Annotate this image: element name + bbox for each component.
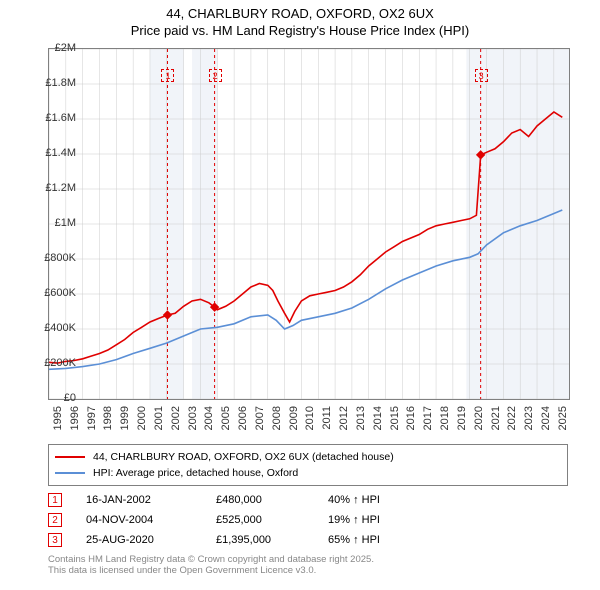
chart-svg	[49, 49, 569, 399]
x-axis-label: 2022	[506, 406, 518, 442]
legend-swatch	[55, 456, 85, 458]
y-axis-label: £1.4M	[30, 147, 76, 159]
footnote-pct: 40% ↑ HPI	[328, 494, 380, 506]
footnote-row: 2 04-NOV-2004 £525,000 19% ↑ HPI	[48, 510, 568, 530]
footnote-price: £525,000	[216, 514, 304, 526]
x-axis-label: 1997	[86, 406, 98, 442]
event-marker-1: 1	[161, 69, 174, 82]
x-axis-label: 2016	[405, 406, 417, 442]
footnote-price: £1,395,000	[216, 534, 304, 546]
footnote-row: 3 25-AUG-2020 £1,395,000 65% ↑ HPI	[48, 530, 568, 550]
x-axis-label: 1996	[69, 406, 81, 442]
copyright-line-1: Contains HM Land Registry data © Crown c…	[48, 554, 374, 565]
legend-item: 44, CHARLBURY ROAD, OXFORD, OX2 6UX (det…	[55, 449, 561, 465]
x-axis-label: 2010	[304, 406, 316, 442]
x-axis-label: 2019	[456, 406, 468, 442]
footnote-date: 25-AUG-2020	[86, 534, 192, 546]
y-axis-label: £1.6M	[30, 112, 76, 124]
legend-swatch	[55, 472, 85, 474]
footnote-date: 16-JAN-2002	[86, 494, 192, 506]
x-axis-label: 2006	[237, 406, 249, 442]
x-axis-label: 2001	[153, 406, 165, 442]
x-axis-label: 2011	[321, 406, 333, 442]
footnote-id-box: 1	[48, 493, 62, 507]
chart-container: { "title": { "line1": "44, CHARLBURY ROA…	[0, 0, 600, 590]
footnote-id-box: 3	[48, 533, 62, 547]
y-axis-label: £200K	[30, 357, 76, 369]
footnotes-table: 1 16-JAN-2002 £480,000 40% ↑ HPI 2 04-NOV-200…	[48, 490, 568, 550]
chart-title: 44, CHARLBURY ROAD, OXFORD, OX2 6UX Pric…	[0, 0, 600, 40]
x-axis-label: 2007	[254, 406, 266, 442]
y-axis-label: £1.8M	[30, 77, 76, 89]
x-axis-label: 2008	[271, 406, 283, 442]
legend-label: 44, CHARLBURY ROAD, OXFORD, OX2 6UX (det…	[93, 451, 394, 463]
x-axis-label: 2025	[557, 406, 569, 442]
x-axis-label: 2023	[523, 406, 535, 442]
y-axis-label: £0	[30, 392, 76, 404]
title-line-1: 44, CHARLBURY ROAD, OXFORD, OX2 6UX	[166, 6, 434, 21]
event-marker-2: 2	[209, 69, 222, 82]
x-axis-label: 2015	[389, 406, 401, 442]
footnote-price: £480,000	[216, 494, 304, 506]
title-line-2: Price paid vs. HM Land Registry's House …	[131, 23, 469, 38]
x-axis-label: 2003	[187, 406, 199, 442]
x-axis-label: 2017	[422, 406, 434, 442]
legend: 44, CHARLBURY ROAD, OXFORD, OX2 6UX (det…	[48, 444, 568, 486]
x-axis-label: 2002	[170, 406, 182, 442]
x-axis-label: 2005	[220, 406, 232, 442]
x-axis-label: 2000	[136, 406, 148, 442]
footnote-pct: 65% ↑ HPI	[328, 534, 380, 546]
footnote-pct: 19% ↑ HPI	[328, 514, 380, 526]
copyright-line-2: This data is licensed under the Open Gov…	[48, 565, 316, 576]
legend-label: HPI: Average price, detached house, Oxfo…	[93, 467, 298, 479]
x-axis-label: 1995	[52, 406, 64, 442]
x-axis-label: 2020	[473, 406, 485, 442]
footnote-id-box: 2	[48, 513, 62, 527]
x-axis-label: 2009	[288, 406, 300, 442]
legend-item: HPI: Average price, detached house, Oxfo…	[55, 465, 561, 481]
event-marker-3: 3	[475, 69, 488, 82]
copyright: Contains HM Land Registry data © Crown c…	[48, 554, 374, 577]
y-axis-label: £1M	[30, 217, 76, 229]
x-axis-label: 2018	[439, 406, 451, 442]
x-axis-label: 2004	[203, 406, 215, 442]
x-axis-label: 1999	[119, 406, 131, 442]
footnote-date: 04-NOV-2004	[86, 514, 192, 526]
y-axis-label: £600K	[30, 287, 76, 299]
x-axis-label: 2024	[540, 406, 552, 442]
x-axis-label: 2021	[490, 406, 502, 442]
y-axis-label: £400K	[30, 322, 76, 334]
y-axis-label: £1.2M	[30, 182, 76, 194]
y-axis-label: £2M	[30, 42, 76, 54]
y-axis-label: £800K	[30, 252, 76, 264]
plot-area: 1 2 3	[48, 48, 570, 400]
footnote-row: 1 16-JAN-2002 £480,000 40% ↑ HPI	[48, 490, 568, 510]
x-axis-label: 2014	[372, 406, 384, 442]
x-axis-label: 1998	[102, 406, 114, 442]
x-axis-label: 2013	[355, 406, 367, 442]
x-axis-label: 2012	[338, 406, 350, 442]
